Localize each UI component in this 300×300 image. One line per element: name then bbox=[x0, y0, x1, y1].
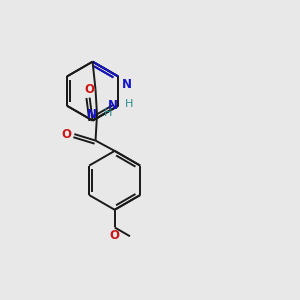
Text: H: H bbox=[103, 108, 112, 118]
Text: H: H bbox=[124, 99, 133, 109]
Text: N: N bbox=[87, 108, 97, 121]
Text: O: O bbox=[110, 229, 120, 242]
Text: N: N bbox=[108, 99, 118, 112]
Text: O: O bbox=[85, 82, 94, 95]
Text: N: N bbox=[122, 78, 132, 92]
Text: O: O bbox=[61, 128, 71, 141]
